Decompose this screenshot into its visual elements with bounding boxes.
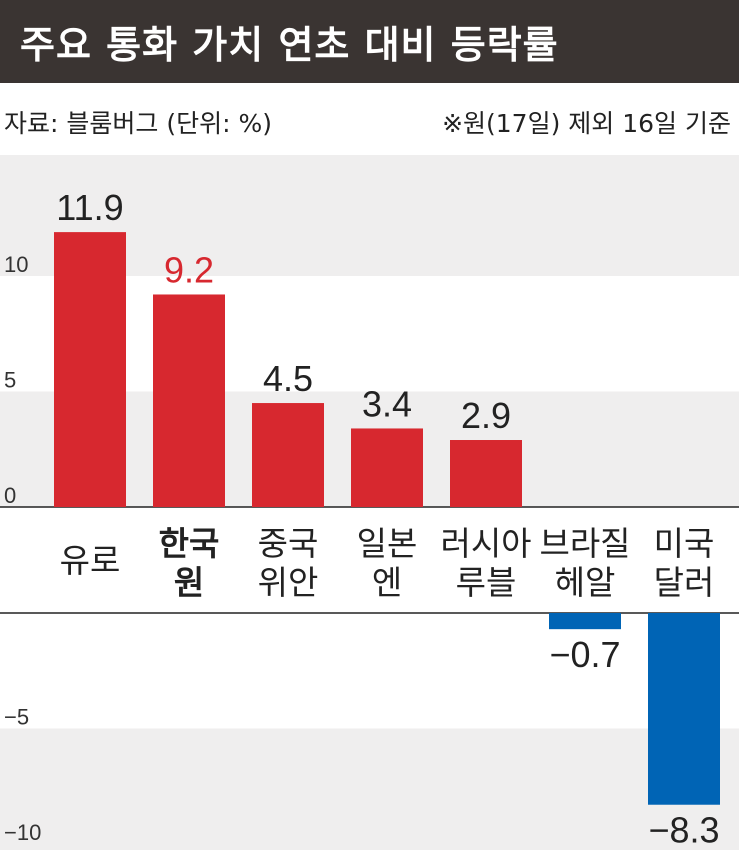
y-tick-label: −10	[4, 820, 41, 845]
x-tick-label: 유로	[60, 541, 121, 580]
date-note: ※원(17일) 제외 16일 기준	[442, 109, 731, 138]
bar	[153, 294, 225, 507]
chart-title: 주요 통화 가치 연초 대비 등락률	[0, 0, 739, 83]
data-label: −8.3	[648, 810, 719, 850]
x-tick-label: 위안	[258, 563, 319, 602]
x-tick-label: 헤알	[555, 563, 616, 602]
bar	[549, 613, 621, 630]
bar	[648, 613, 720, 805]
bar	[351, 428, 423, 507]
band-neg	[0, 728, 739, 850]
x-tick-label: 엔	[372, 563, 402, 602]
data-label: −0.7	[549, 634, 620, 675]
y-tick-label: 10	[4, 252, 28, 277]
bar	[54, 232, 126, 508]
data-label: 3.4	[362, 383, 412, 424]
data-label: 4.5	[263, 358, 313, 399]
x-tick-label: 미국	[654, 524, 715, 563]
data-label: 9.2	[164, 249, 214, 290]
x-tick-label: 중국	[258, 524, 319, 563]
x-tick-label: 일본	[357, 524, 418, 563]
x-tick-label: 한국	[159, 524, 220, 563]
bar	[450, 440, 522, 507]
source-note: 자료: 블룸버그 (단위: %)	[4, 109, 272, 138]
y-tick-label: −5	[4, 705, 29, 730]
x-tick-label: 러시아	[440, 524, 531, 563]
x-tick-label: 원	[174, 563, 204, 602]
x-tick-label: 브라질	[539, 524, 630, 563]
label-strip	[0, 507, 739, 613]
data-label: 2.9	[461, 395, 511, 436]
x-tick-label: 달러	[654, 563, 715, 602]
y-tick-label: 5	[4, 368, 16, 393]
y-tick-label: 0	[4, 483, 16, 508]
bar	[252, 403, 324, 507]
data-label: 11.9	[56, 187, 123, 228]
x-tick-label: 루블	[456, 563, 517, 602]
